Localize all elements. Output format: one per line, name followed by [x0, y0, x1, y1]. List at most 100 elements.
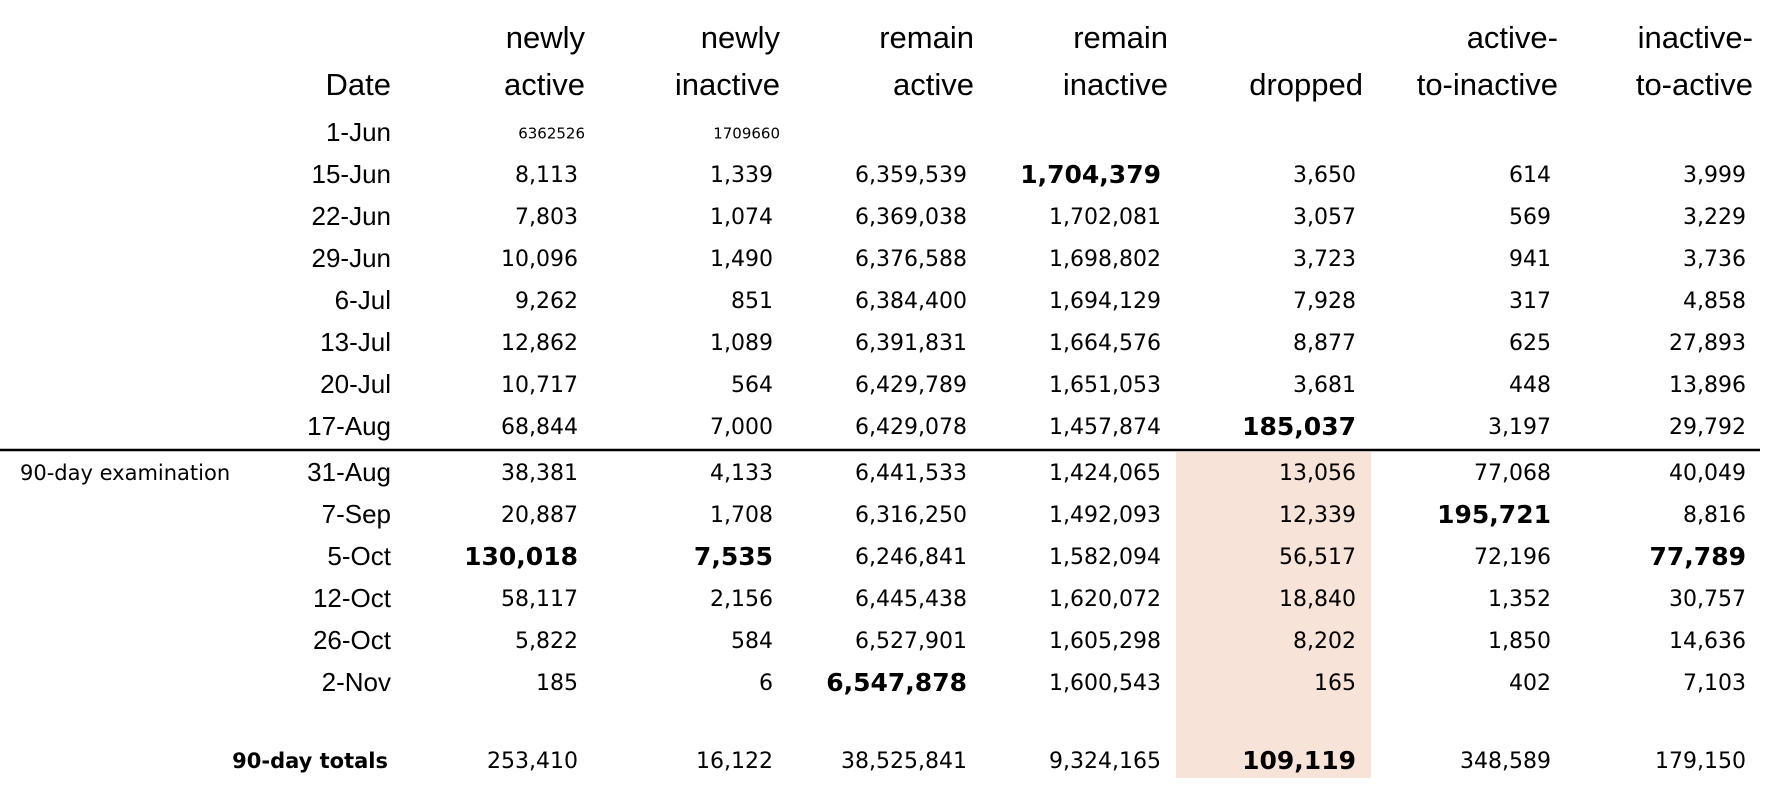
cell: 165	[1314, 671, 1356, 696]
total-cell: 348,589	[1460, 749, 1551, 774]
column-header: newly	[701, 20, 781, 55]
cell: 317	[1509, 289, 1551, 314]
total-cell: 9,324,165	[1049, 749, 1161, 774]
cell: 1,424,065	[1049, 461, 1161, 486]
row-date: 26-Oct	[313, 625, 392, 655]
cell: 625	[1509, 331, 1551, 356]
row-date: 15-Jun	[312, 159, 392, 189]
cell: 1,074	[710, 205, 773, 230]
column-header: remain	[879, 20, 974, 55]
cell: 6,527,901	[855, 629, 967, 654]
cell: 851	[731, 289, 773, 314]
column-header: inactive-	[1638, 20, 1753, 55]
cell: 1,457,874	[1049, 415, 1161, 440]
total-cell: 179,150	[1655, 749, 1746, 774]
cell: 1,850	[1488, 629, 1551, 654]
cell: 9,262	[515, 289, 578, 314]
cell: 3,197	[1488, 415, 1551, 440]
cell: 1,600,543	[1049, 671, 1161, 696]
cell: 130,018	[464, 542, 578, 571]
row-date: 31-Aug	[307, 457, 391, 487]
cell: 185	[536, 671, 578, 696]
cell: 1,698,802	[1049, 247, 1161, 272]
cell: 29,792	[1669, 415, 1746, 440]
cell: 1,702,081	[1049, 205, 1161, 230]
cell: 1,664,576	[1049, 331, 1161, 356]
totals-label: 90-day totals	[232, 749, 388, 773]
cell: 8,202	[1293, 629, 1356, 654]
cell: 7,103	[1683, 671, 1746, 696]
cell: 7,000	[710, 415, 773, 440]
cell: 569	[1509, 205, 1551, 230]
cell: 185,037	[1242, 412, 1356, 441]
cell: 13,896	[1669, 373, 1746, 398]
cell: 77,068	[1474, 461, 1551, 486]
cell: 6,441,533	[855, 461, 967, 486]
cell: 3,650	[1293, 163, 1356, 188]
cell: 3,999	[1683, 163, 1746, 188]
cell: 27,893	[1669, 331, 1746, 356]
cell: 448	[1509, 373, 1551, 398]
cell: 3,681	[1293, 373, 1356, 398]
cell: 5,822	[515, 629, 578, 654]
cell: 1709660	[713, 125, 780, 143]
cell: 1,492,093	[1049, 503, 1161, 528]
cell: 14,636	[1669, 629, 1746, 654]
row-date: 12-Oct	[313, 583, 392, 613]
cell: 56,517	[1279, 545, 1356, 570]
cell: 72,196	[1474, 545, 1551, 570]
row-date: 20-Jul	[320, 369, 391, 399]
cell: 18,840	[1279, 587, 1356, 612]
cell: 3,057	[1293, 205, 1356, 230]
cell: 6,547,878	[826, 668, 967, 697]
cell: 30,757	[1669, 587, 1746, 612]
cell: 6,429,078	[855, 415, 967, 440]
cell: 8,877	[1293, 331, 1356, 356]
cell: 3,736	[1683, 247, 1746, 272]
cell: 12,339	[1279, 503, 1356, 528]
cell: 68,844	[501, 415, 578, 440]
cell: 195,721	[1437, 500, 1551, 529]
column-header: Date	[326, 67, 391, 102]
row-date: 7-Sep	[322, 499, 391, 529]
cell: 1,490	[710, 247, 773, 272]
cell: 77,789	[1650, 542, 1746, 571]
cell: 3,723	[1293, 247, 1356, 272]
row-date: 6-Jul	[335, 285, 391, 315]
row-date: 1-Jun	[326, 117, 391, 147]
total-cell: 109,119	[1242, 746, 1356, 775]
cell: 3,229	[1683, 205, 1746, 230]
cell: 6362526	[518, 125, 585, 143]
cell: 4,133	[710, 461, 773, 486]
cell: 40,049	[1669, 461, 1746, 486]
cell: 7,928	[1293, 289, 1356, 314]
section-label: 90-day examination	[20, 461, 230, 485]
column-header: active	[893, 67, 974, 102]
row-date: 29-Jun	[312, 243, 392, 273]
total-cell: 253,410	[487, 749, 578, 774]
column-header: inactive	[1063, 67, 1168, 102]
cell: 6,384,400	[855, 289, 967, 314]
cell: 1,605,298	[1049, 629, 1161, 654]
cell: 8,816	[1683, 503, 1746, 528]
column-header: remain	[1073, 20, 1168, 55]
cell: 564	[731, 373, 773, 398]
column-header: active	[504, 67, 585, 102]
cell: 614	[1509, 163, 1551, 188]
row-date: 13-Jul	[320, 327, 391, 357]
cell: 6,391,831	[855, 331, 967, 356]
cell: 1,089	[710, 331, 773, 356]
dropped-highlight	[1176, 452, 1371, 778]
cell: 12,862	[501, 331, 578, 356]
row-date: 22-Jun	[312, 201, 392, 231]
cell: 38,381	[501, 461, 578, 486]
cell: 1,352	[1488, 587, 1551, 612]
cell: 6,359,539	[855, 163, 967, 188]
cell: 1,651,053	[1049, 373, 1161, 398]
cell: 10,096	[501, 247, 578, 272]
cell: 1,694,129	[1049, 289, 1161, 314]
cell: 4,858	[1683, 289, 1746, 314]
column-header: active-	[1467, 20, 1558, 55]
row-date: 17-Aug	[307, 411, 391, 441]
